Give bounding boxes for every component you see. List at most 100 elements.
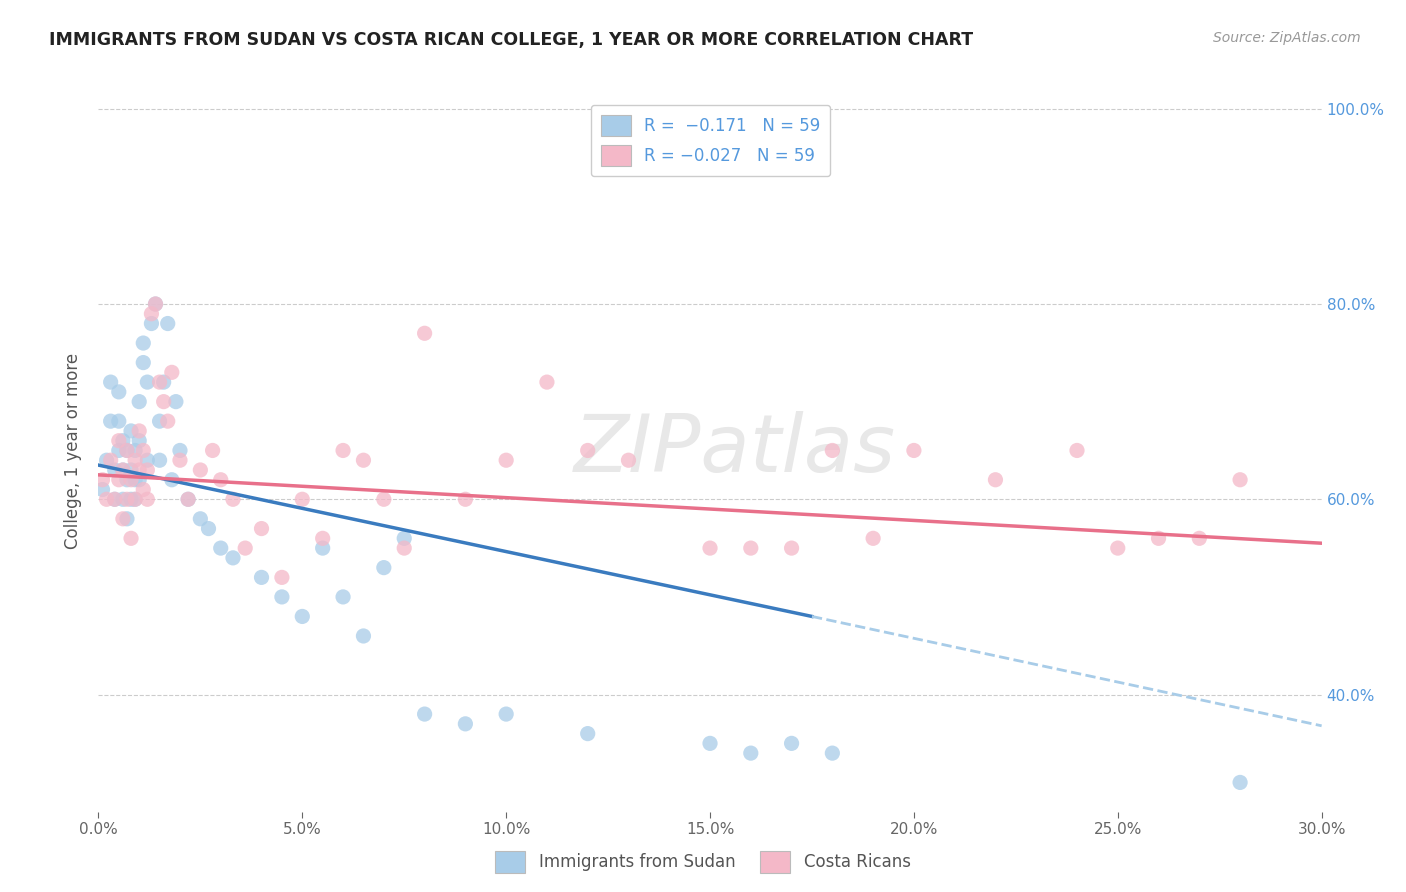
Point [145, 297, 167, 311]
Point [136, 492, 159, 507]
Point [291, 492, 314, 507]
Point [100, 453, 122, 467]
Point [152, 375, 174, 389]
Point [209, 473, 232, 487]
Point [104, 492, 127, 507]
Point [250, 522, 273, 536]
Point [128, 424, 150, 438]
Point [108, 443, 131, 458]
Point [740, 746, 762, 760]
Point [124, 492, 146, 507]
Point [160, 473, 183, 487]
Text: IMMIGRANTS FROM SUDAN VS COSTA RICAN COLLEGE, 1 YEAR OR MORE CORRELATION CHART: IMMIGRANTS FROM SUDAN VS COSTA RICAN COL… [49, 31, 973, 49]
Point [132, 355, 155, 369]
Point [188, 512, 212, 526]
Point [862, 532, 884, 546]
Point [1229, 775, 1251, 789]
Point [169, 443, 191, 458]
Point [740, 541, 762, 555]
Point [108, 384, 131, 399]
Point [120, 492, 142, 507]
Point [222, 492, 245, 507]
Point [169, 453, 191, 467]
Point [780, 736, 803, 750]
Point [576, 443, 599, 458]
Text: Source: ZipAtlas.com: Source: ZipAtlas.com [1213, 31, 1361, 45]
Point [209, 541, 232, 555]
Point [373, 492, 395, 507]
Point [124, 492, 146, 507]
Point [332, 590, 354, 604]
Point [96, 492, 118, 507]
Point [576, 726, 599, 740]
Legend: R =  −0.171   N = 59, R = −0.027   N = 59: R = −0.171 N = 59, R = −0.027 N = 59 [591, 104, 830, 176]
Point [136, 453, 159, 467]
Point [124, 453, 146, 467]
Point [115, 473, 138, 487]
Point [132, 483, 155, 497]
Point [115, 443, 138, 458]
Point [145, 297, 167, 311]
Point [250, 570, 273, 584]
Point [149, 375, 172, 389]
Point [104, 492, 127, 507]
Point [111, 463, 134, 477]
Point [132, 336, 155, 351]
Point [124, 473, 146, 487]
Text: ZIPatlas: ZIPatlas [574, 411, 896, 490]
Point [136, 375, 159, 389]
Point [413, 707, 436, 722]
Point [1066, 443, 1088, 458]
Point [617, 453, 640, 467]
Point [91, 473, 114, 487]
Point [291, 609, 314, 624]
Point [1147, 532, 1170, 546]
Point [454, 492, 477, 507]
Point [373, 560, 395, 574]
Point [128, 434, 150, 448]
Point [1229, 473, 1251, 487]
Point [312, 532, 335, 546]
Point [201, 443, 224, 458]
Point [115, 443, 138, 458]
Point [495, 453, 517, 467]
Point [454, 716, 477, 731]
Point [699, 541, 721, 555]
Point [149, 453, 172, 467]
Point [96, 453, 118, 467]
Point [120, 473, 142, 487]
Point [132, 443, 155, 458]
Point [270, 590, 294, 604]
Point [352, 629, 374, 643]
Point [108, 473, 131, 487]
Point [536, 375, 558, 389]
Point [821, 443, 844, 458]
Point [1107, 541, 1129, 555]
Point [128, 463, 150, 477]
Point [177, 492, 200, 507]
Point [115, 512, 138, 526]
Point [91, 483, 114, 497]
Point [100, 375, 122, 389]
Point [108, 414, 131, 428]
Point [413, 326, 436, 341]
Point [111, 434, 134, 448]
Point [141, 317, 163, 331]
Point [111, 512, 134, 526]
Point [120, 424, 142, 438]
Point [332, 443, 354, 458]
Point [197, 522, 219, 536]
Point [1188, 532, 1211, 546]
Point [233, 541, 256, 555]
Point [156, 414, 179, 428]
Point [780, 541, 803, 555]
Point [156, 317, 179, 331]
Point [149, 414, 172, 428]
Point [392, 532, 416, 546]
Y-axis label: College, 1 year or more: College, 1 year or more [65, 352, 83, 549]
Point [124, 443, 146, 458]
Point [903, 443, 925, 458]
Point [495, 707, 517, 722]
Point [111, 492, 134, 507]
Point [115, 492, 138, 507]
